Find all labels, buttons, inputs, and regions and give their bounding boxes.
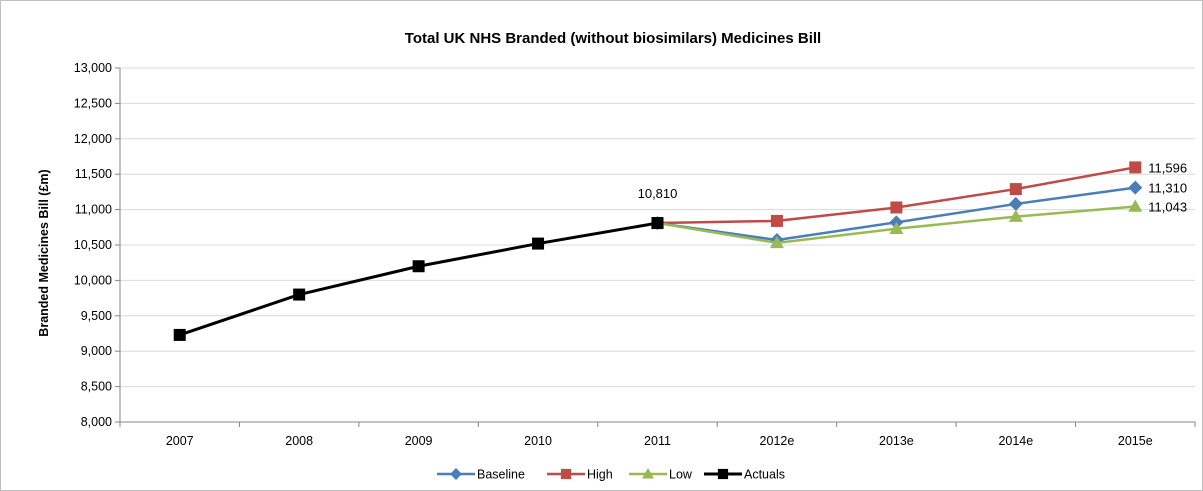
legend-marker-high	[560, 468, 572, 480]
data-point-actuals	[651, 217, 664, 230]
y-tick-label: 11,500	[75, 167, 112, 181]
data-point-high	[1009, 183, 1022, 196]
x-tick-label: 2014e	[998, 434, 1033, 448]
series-group	[173, 161, 1143, 341]
data-point-high	[890, 201, 903, 214]
x-tick-label: 2012e	[760, 434, 795, 448]
data-point-baseline	[1008, 196, 1023, 211]
legend-label-high: High	[587, 468, 613, 482]
y-tick-label: 12,500	[74, 96, 112, 110]
y-tick-label: 10,500	[74, 238, 112, 252]
x-tick-label: 2008	[285, 434, 313, 448]
data-label: 11,310	[1148, 181, 1187, 196]
x-tick-labels: 2007 2008 2009 2010 2011 2012e 2013e 2014e 2015e	[166, 434, 1153, 448]
legend-marker-low	[642, 468, 654, 479]
x-tick-label: 2009	[405, 434, 433, 448]
legend-label-low: Low	[669, 468, 693, 482]
data-point-high	[1129, 161, 1142, 174]
data-label: 11,596	[1148, 160, 1187, 175]
data-label: 11,043	[1148, 200, 1187, 215]
y-tick-label: 9,000	[81, 344, 112, 358]
data-point-low	[769, 235, 784, 249]
data-point-baseline	[1128, 180, 1143, 195]
axes	[115, 67, 1196, 427]
y-tick-label: 8,000	[81, 415, 112, 429]
data-point-actuals	[532, 237, 545, 250]
legend-marker-baseline	[450, 468, 462, 480]
data-point-low	[1128, 199, 1143, 212]
data-point-high	[770, 214, 783, 227]
y-tick-label: 12,000	[74, 132, 112, 146]
data-labels: 10,810 11,596 11,310 11,043	[638, 160, 1187, 214]
x-tick-label: 2015e	[1118, 434, 1153, 448]
y-tick-label: 9,500	[81, 309, 112, 323]
data-point-actuals	[412, 260, 425, 273]
y-tick-labels: 8,000 8,500 9,000 9,500 10,000 10,500 11,000 11…	[74, 61, 112, 429]
data-point-low	[1008, 209, 1023, 222]
data-label: 10,810	[638, 186, 678, 201]
data-point-actuals	[293, 288, 306, 301]
legend: Baseline High Low Actuals	[437, 468, 785, 482]
legend-label-actuals: Actuals	[744, 468, 785, 482]
y-tick-label: 10,000	[74, 273, 112, 287]
data-point-actuals	[173, 328, 186, 341]
x-tick-label: 2013e	[879, 434, 914, 448]
y-axis-label: Branded Medicines Bill (£m)	[37, 169, 51, 336]
x-tick-label: 2010	[524, 434, 552, 448]
y-tick-label: 13,000	[74, 61, 112, 75]
data-point-low	[889, 221, 904, 234]
legend-label-baseline: Baseline	[477, 468, 525, 482]
chart-title: Total UK NHS Branded (without biosimilar…	[405, 30, 821, 47]
y-tick-label: 11,000	[75, 203, 112, 217]
x-tick-label: 2007	[166, 434, 194, 448]
x-tick-label: 2011	[644, 434, 671, 448]
y-tick-label: 8,500	[81, 380, 112, 394]
legend-marker-actuals	[717, 468, 729, 480]
